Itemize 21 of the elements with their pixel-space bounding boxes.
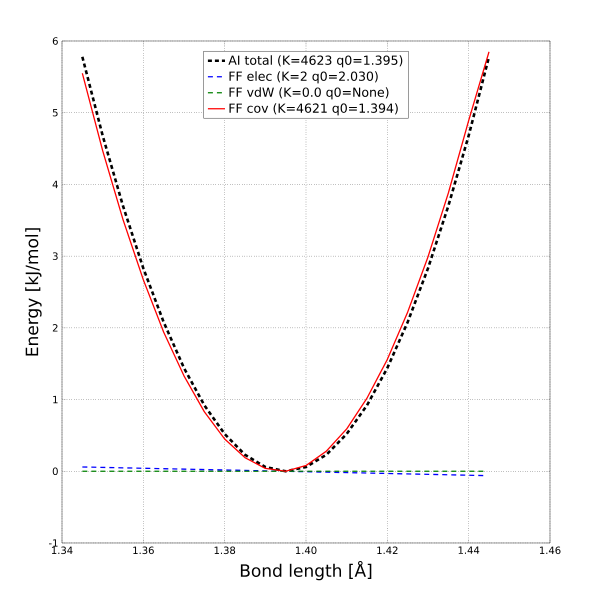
x-tick-label: 1.40 bbox=[296, 546, 316, 554]
x-axis-title: Bond length [Å] bbox=[240, 560, 372, 580]
x-tick-label: 1.46 bbox=[540, 546, 561, 554]
legend-label: FF cov (K=4621 q0=1.394) bbox=[230, 103, 398, 116]
y-tick-label: 0 bbox=[52, 467, 58, 476]
x-tick-label: 1.36 bbox=[133, 546, 154, 554]
x-tick-label: 1.38 bbox=[214, 546, 236, 554]
x-tick-label: 1.34 bbox=[52, 546, 73, 554]
y-axis-title: Energy [kJ/mol] bbox=[25, 228, 42, 356]
legend-label: AI total (K=4623 q0=1.395) bbox=[228, 55, 402, 68]
x-tick-label: 1.44 bbox=[458, 546, 480, 554]
y-tick-label: 3 bbox=[52, 252, 58, 260]
legend-label: FF vdW (K=0.0 q0=None) bbox=[230, 87, 388, 100]
y-tick-label: 4 bbox=[52, 180, 58, 188]
y-tick-label: 6 bbox=[52, 37, 58, 45]
y-tick-label: 2 bbox=[52, 324, 58, 332]
x-tick-label: 1.42 bbox=[377, 546, 398, 554]
y-tick-label: 5 bbox=[52, 108, 58, 116]
y-tick-label: -1 bbox=[48, 539, 58, 547]
legend-label: FF elec (K=2 q0=2.030) bbox=[230, 71, 378, 84]
y-tick-label: 1 bbox=[53, 396, 58, 404]
